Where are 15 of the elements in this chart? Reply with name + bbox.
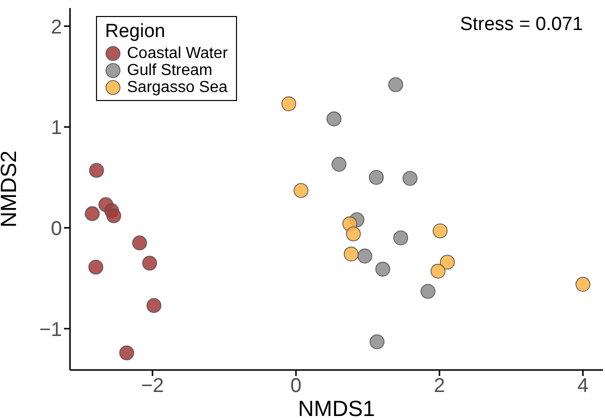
y-tick-label: −1 bbox=[39, 318, 62, 341]
legend-label: Gulf Stream bbox=[127, 62, 212, 79]
x-axis-title: NMDS1 bbox=[298, 396, 376, 420]
x-tick-label: 0 bbox=[290, 375, 302, 398]
x-tick-label: −2 bbox=[141, 375, 164, 398]
annotation: Stress = 0.071 bbox=[460, 14, 583, 36]
y-axis-title: NMDS2 bbox=[0, 150, 21, 228]
y-tick-label: 0 bbox=[50, 218, 62, 240]
y-tick-label: 1 bbox=[50, 117, 62, 140]
x-tick-label: 4 bbox=[577, 375, 588, 398]
legend-label: Coastal Water bbox=[127, 45, 228, 62]
y-tick-label: 2 bbox=[50, 16, 62, 38]
legend-label: Sargasso Sea bbox=[127, 79, 228, 96]
x-tick-label: 2 bbox=[434, 375, 446, 398]
legend-title: Region bbox=[105, 21, 166, 43]
